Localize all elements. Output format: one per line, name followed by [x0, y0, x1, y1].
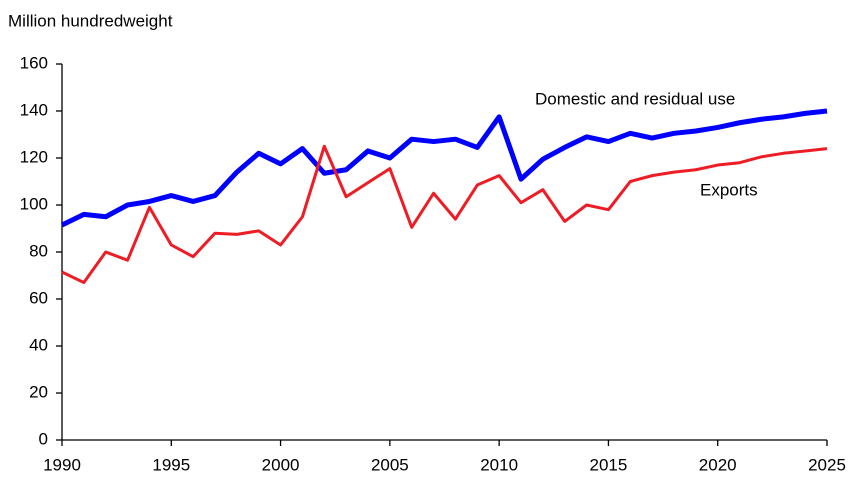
- x-tick-label: 1995: [152, 455, 190, 474]
- y-tick-label: 20: [29, 382, 48, 401]
- y-tick-label: 140: [20, 100, 48, 119]
- series-label: Exports: [700, 180, 758, 199]
- y-tick-label: 60: [29, 288, 48, 307]
- y-tick-label: 160: [20, 53, 48, 72]
- x-tick-label: 2025: [808, 455, 846, 474]
- x-tick-label: 2010: [480, 455, 518, 474]
- series-line: [60, 108, 828, 228]
- x-tick-label: 1990: [43, 455, 81, 474]
- y-tick-label: 80: [29, 241, 48, 260]
- y-axis-label: Million hundredweight: [8, 11, 173, 30]
- x-tick-label: 2000: [262, 455, 300, 474]
- x-tick-label: 2005: [371, 455, 409, 474]
- series-line: [61, 144, 828, 285]
- y-tick-label: 0: [39, 429, 48, 448]
- y-tick-label: 100: [20, 194, 48, 213]
- x-tick-label: 2020: [699, 455, 737, 474]
- x-tick-label: 2015: [590, 455, 628, 474]
- y-tick-label: 120: [20, 147, 48, 166]
- y-tick-label: 40: [29, 335, 48, 354]
- series-label: Domestic and residual use: [535, 89, 735, 108]
